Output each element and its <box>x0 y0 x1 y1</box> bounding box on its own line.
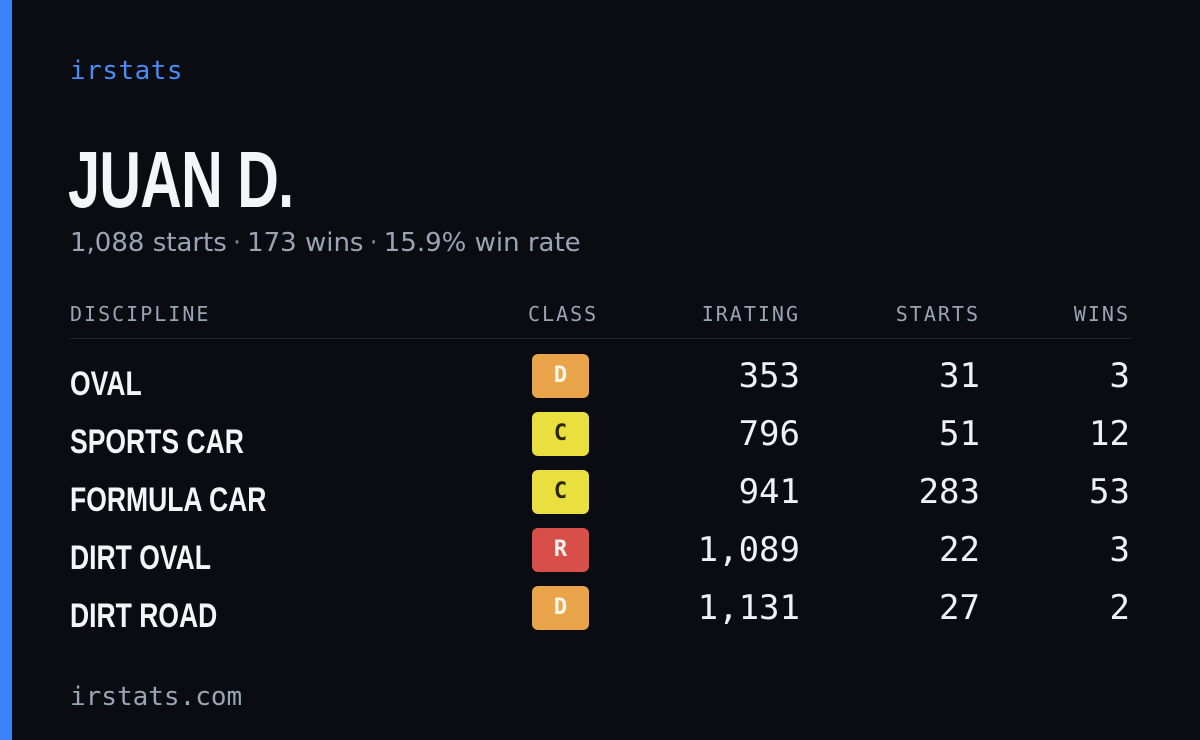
summary-separator: · <box>232 228 242 258</box>
wins-value: 53 <box>1089 472 1130 512</box>
class-badge: C <box>532 470 589 514</box>
discipline-name: OVAL <box>70 365 142 403</box>
class-badge: D <box>532 586 589 630</box>
driver-summary: 1,088 starts · 173 wins · 15.9% win rate <box>70 228 581 258</box>
table-row: SPORTS CAR C 796 51 12 <box>70 410 1132 468</box>
header-wins: WINS <box>1073 302 1130 326</box>
wins-value: 3 <box>1109 530 1130 570</box>
starts-value: 27 <box>939 588 980 628</box>
summary-starts: 1,088 starts <box>70 228 227 258</box>
starts-value: 22 <box>939 530 980 570</box>
starts-value: 283 <box>918 472 980 512</box>
irating-value: 941 <box>738 472 800 512</box>
summary-win-rate: 15.9% win rate <box>383 228 581 258</box>
table-header: DISCIPLINE CLASS IRATING STARTS WINS <box>70 298 1132 339</box>
header-irating: IRATING <box>701 302 800 326</box>
header-class: CLASS <box>528 302 599 326</box>
class-badge: R <box>532 528 589 572</box>
discipline-name: DIRT OVAL <box>70 539 211 577</box>
accent-bar <box>0 0 12 740</box>
wins-value: 12 <box>1089 414 1130 454</box>
brand-logo: irstats <box>70 56 184 86</box>
summary-separator: · <box>369 228 378 258</box>
discipline-name: DIRT ROAD <box>70 597 218 635</box>
irating-value: 353 <box>738 356 800 396</box>
discipline-name: FORMULA CAR <box>70 481 267 519</box>
class-badge: C <box>532 412 589 456</box>
table-row: DIRT OVAL R 1,089 22 3 <box>70 526 1132 584</box>
irating-value: 1,089 <box>697 530 800 570</box>
header-starts: STARTS <box>895 302 980 326</box>
header-discipline: DISCIPLINE <box>70 302 211 326</box>
discipline-name: SPORTS CAR <box>70 423 244 461</box>
wins-value: 3 <box>1109 356 1130 396</box>
table-row: OVAL D 353 31 3 <box>70 352 1132 410</box>
footer-url: irstats.com <box>70 682 243 712</box>
summary-wins: 173 wins <box>247 228 364 258</box>
driver-name: JUAN D. <box>68 135 294 224</box>
starts-value: 31 <box>939 356 980 396</box>
irating-value: 796 <box>738 414 800 454</box>
class-badge: D <box>532 354 589 398</box>
starts-value: 51 <box>939 414 980 454</box>
wins-value: 2 <box>1109 588 1130 628</box>
table-row: DIRT ROAD D 1,131 27 2 <box>70 584 1132 642</box>
table-row: FORMULA CAR C 941 283 53 <box>70 468 1132 526</box>
irating-value: 1,131 <box>697 588 800 628</box>
discipline-table: OVAL D 353 31 3 SPORTS CAR C 796 51 12 F… <box>70 352 1132 642</box>
